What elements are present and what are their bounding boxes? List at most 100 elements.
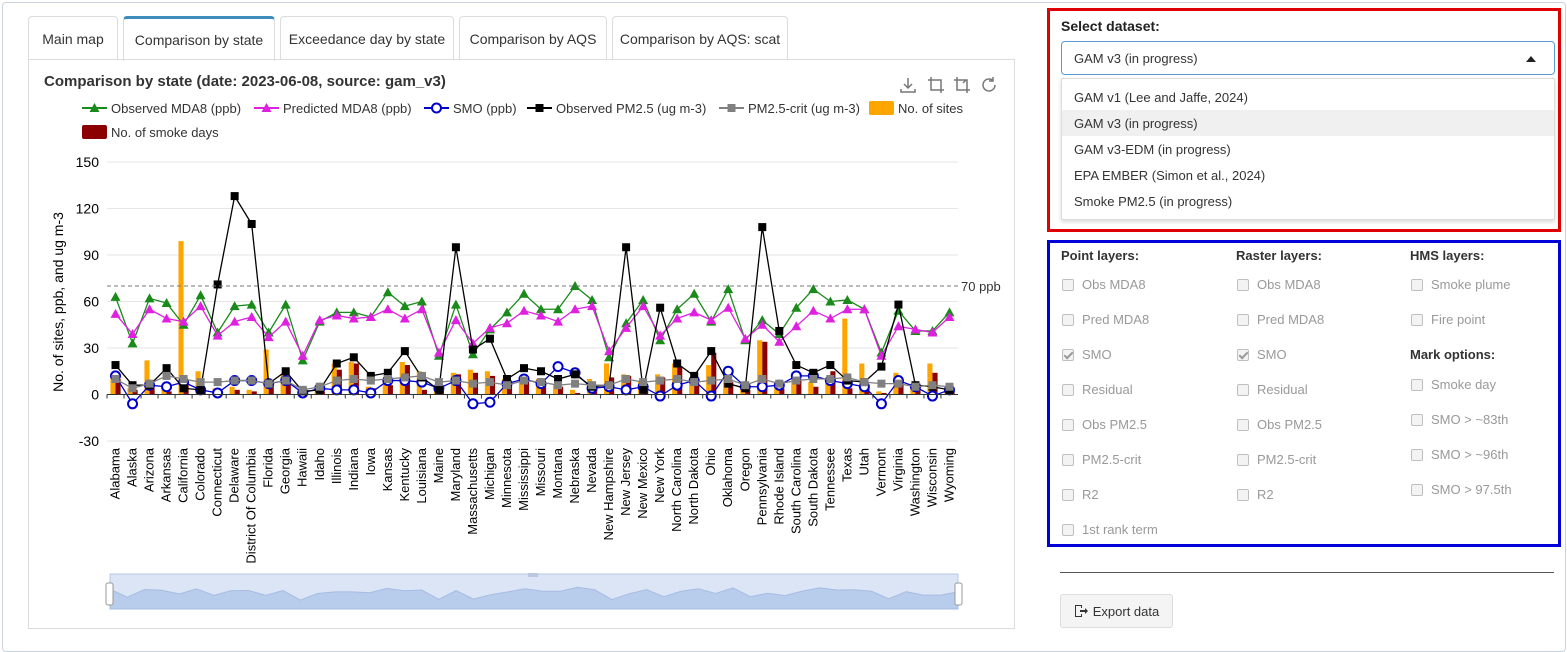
bar-sites[interactable] xyxy=(569,389,576,395)
bar-sites[interactable] xyxy=(263,349,269,395)
checkbox[interactable] xyxy=(1237,488,1249,501)
bar-smoke-days[interactable] xyxy=(387,385,393,395)
raster-layer-obs-mda8[interactable]: Obs MDA8 xyxy=(1237,277,1321,292)
datazoom-slider[interactable] xyxy=(105,573,963,610)
bar-smoke-days[interactable] xyxy=(251,391,257,395)
legend-item[interactable]: Observed PM2.5 (ug m-3) xyxy=(527,101,706,116)
bar-smoke-days[interactable] xyxy=(575,392,581,395)
checkbox[interactable] xyxy=(1411,278,1423,291)
dataset-option[interactable]: EPA EMBER (Simon et al., 2024) xyxy=(1074,168,1266,183)
bar-sites[interactable] xyxy=(603,363,610,395)
checkbox[interactable] xyxy=(1062,348,1074,361)
bar-smoke-days[interactable] xyxy=(660,377,666,395)
bar-smoke-days[interactable] xyxy=(813,386,819,395)
checkbox[interactable] xyxy=(1411,413,1423,426)
bar-sites[interactable] xyxy=(552,385,559,395)
bar-smoke-days[interactable] xyxy=(166,391,172,395)
legend-item[interactable]: SMO (ppb) xyxy=(424,101,517,116)
bar-smoke-days[interactable] xyxy=(558,386,564,395)
bar-smoke-days[interactable] xyxy=(115,379,121,395)
checkbox[interactable] xyxy=(1062,278,1074,291)
bar-smoke-days[interactable] xyxy=(728,382,734,395)
bar-smoke-days[interactable] xyxy=(779,388,785,395)
point-layer-pm2-5-crit[interactable]: PM2.5-crit xyxy=(1062,452,1141,467)
point-layer-obs-pm2-5[interactable]: Obs PM2.5 xyxy=(1062,417,1147,432)
raster-layer-r2[interactable]: R2 xyxy=(1237,487,1274,502)
bar-smoke-days[interactable] xyxy=(711,352,717,395)
point-layer-1st-rank-term[interactable]: 1st rank term xyxy=(1062,522,1158,537)
point-layer-residual[interactable]: Residual xyxy=(1062,382,1133,397)
point-layer-r2[interactable]: R2 xyxy=(1062,487,1099,502)
dataset-option[interactable]: GAM v3 (in progress) xyxy=(1062,110,1554,136)
bar-smoke-days[interactable] xyxy=(523,382,530,395)
bar-smoke-days[interactable] xyxy=(762,341,768,395)
mark-option-smo-83th[interactable]: SMO > ~83th xyxy=(1411,412,1508,427)
checkbox[interactable] xyxy=(1237,348,1249,361)
point-layer-obs-mda8[interactable]: Obs MDA8 xyxy=(1062,277,1146,292)
bar-smoke-days[interactable] xyxy=(268,385,274,395)
undo-crop-icon[interactable] xyxy=(954,77,970,93)
slider-handle-left[interactable] xyxy=(105,582,114,606)
bar-sites[interactable] xyxy=(246,389,252,395)
bar-sites[interactable] xyxy=(178,241,184,395)
bar-smoke-days[interactable] xyxy=(421,389,427,395)
bar-smoke-days[interactable] xyxy=(694,383,700,395)
checkbox[interactable] xyxy=(1237,418,1249,431)
checkbox[interactable] xyxy=(1411,313,1423,326)
checkbox[interactable] xyxy=(1237,278,1249,291)
checkbox[interactable] xyxy=(1062,313,1074,326)
download-icon[interactable] xyxy=(900,78,916,93)
checkbox[interactable] xyxy=(1062,453,1074,466)
bar-smoke-days[interactable] xyxy=(881,392,887,395)
raster-layer-pred-mda8[interactable]: Pred MDA8 xyxy=(1237,312,1324,327)
crop-icon[interactable] xyxy=(928,77,944,93)
bar-sites[interactable] xyxy=(808,382,814,395)
checkbox[interactable] xyxy=(1062,488,1074,501)
legend-item[interactable]: PM2.5-crit (ug m-3) xyxy=(719,101,860,116)
bar-smoke-days[interactable] xyxy=(541,385,547,395)
slider-handle-right[interactable] xyxy=(954,582,963,606)
bar-sites[interactable] xyxy=(518,377,524,395)
bar-smoke-days[interactable] xyxy=(796,379,802,395)
point-layer-smo[interactable]: SMO xyxy=(1062,347,1112,362)
checkbox[interactable] xyxy=(1411,483,1423,496)
raster-layer-residual[interactable]: Residual xyxy=(1237,382,1308,397)
bar-sites[interactable] xyxy=(229,386,235,395)
bar-sites[interactable] xyxy=(842,318,848,395)
tab-exceedance-day-by-state[interactable]: Exceedance day by state xyxy=(280,16,454,60)
tab-comparison-by-aqs-scat[interactable]: Comparison by AQS: scat xyxy=(612,16,788,60)
dataset-option[interactable]: GAM v3-EDM (in progress) xyxy=(1074,142,1231,157)
bar-sites[interactable] xyxy=(621,374,627,395)
export-data-button[interactable]: Export data xyxy=(1060,594,1173,628)
checkbox[interactable] xyxy=(1062,523,1074,536)
point-layer-pred-mda8[interactable]: Pred MDA8 xyxy=(1062,312,1149,327)
legend-item[interactable]: Observed MDA8 (ppb) xyxy=(82,101,241,116)
checkbox[interactable] xyxy=(1237,453,1249,466)
tab-comparison-by-aqs[interactable]: Comparison by AQS xyxy=(459,16,607,60)
hms-layer-smoke-plume[interactable]: Smoke plume xyxy=(1411,277,1510,292)
checkbox[interactable] xyxy=(1237,383,1249,396)
legend-item[interactable]: No. of sites xyxy=(869,101,964,116)
mark-option-smo-96th[interactable]: SMO > ~96th xyxy=(1411,447,1508,462)
restore-icon[interactable] xyxy=(982,77,996,92)
mark-option-smo-97-5th[interactable]: SMO > 97.5th xyxy=(1411,482,1512,497)
legend-item[interactable]: No. of smoke days xyxy=(82,125,219,140)
bar-smoke-days[interactable] xyxy=(898,382,904,395)
dataset-select[interactable]: GAM v3 (in progress) xyxy=(1061,41,1555,75)
bar-smoke-days[interactable] xyxy=(149,388,155,395)
bar-sites[interactable] xyxy=(876,391,882,395)
hms-layer-fire-point[interactable]: Fire point xyxy=(1411,312,1485,327)
dataset-option[interactable]: GAM v1 (Lee and Jaffe, 2024) xyxy=(1074,90,1248,105)
checkbox[interactable] xyxy=(1237,313,1249,326)
legend-item[interactable]: Predicted MDA8 (ppb) xyxy=(254,101,412,116)
bar-sites[interactable] xyxy=(689,383,695,395)
dataset-option[interactable]: Smoke PM2.5 (in progress) xyxy=(1074,194,1233,209)
bar-smoke-days[interactable] xyxy=(847,388,853,395)
raster-layer-pm2-5-crit[interactable]: PM2.5-crit xyxy=(1237,452,1316,467)
slider-move-handle[interactable] xyxy=(528,573,538,577)
bar-sites[interactable] xyxy=(927,363,933,395)
checkbox[interactable] xyxy=(1411,448,1423,461)
checkbox[interactable] xyxy=(1411,378,1423,391)
bar-sites[interactable] xyxy=(757,340,763,395)
raster-layer-obs-pm2-5[interactable]: Obs PM2.5 xyxy=(1237,417,1322,432)
